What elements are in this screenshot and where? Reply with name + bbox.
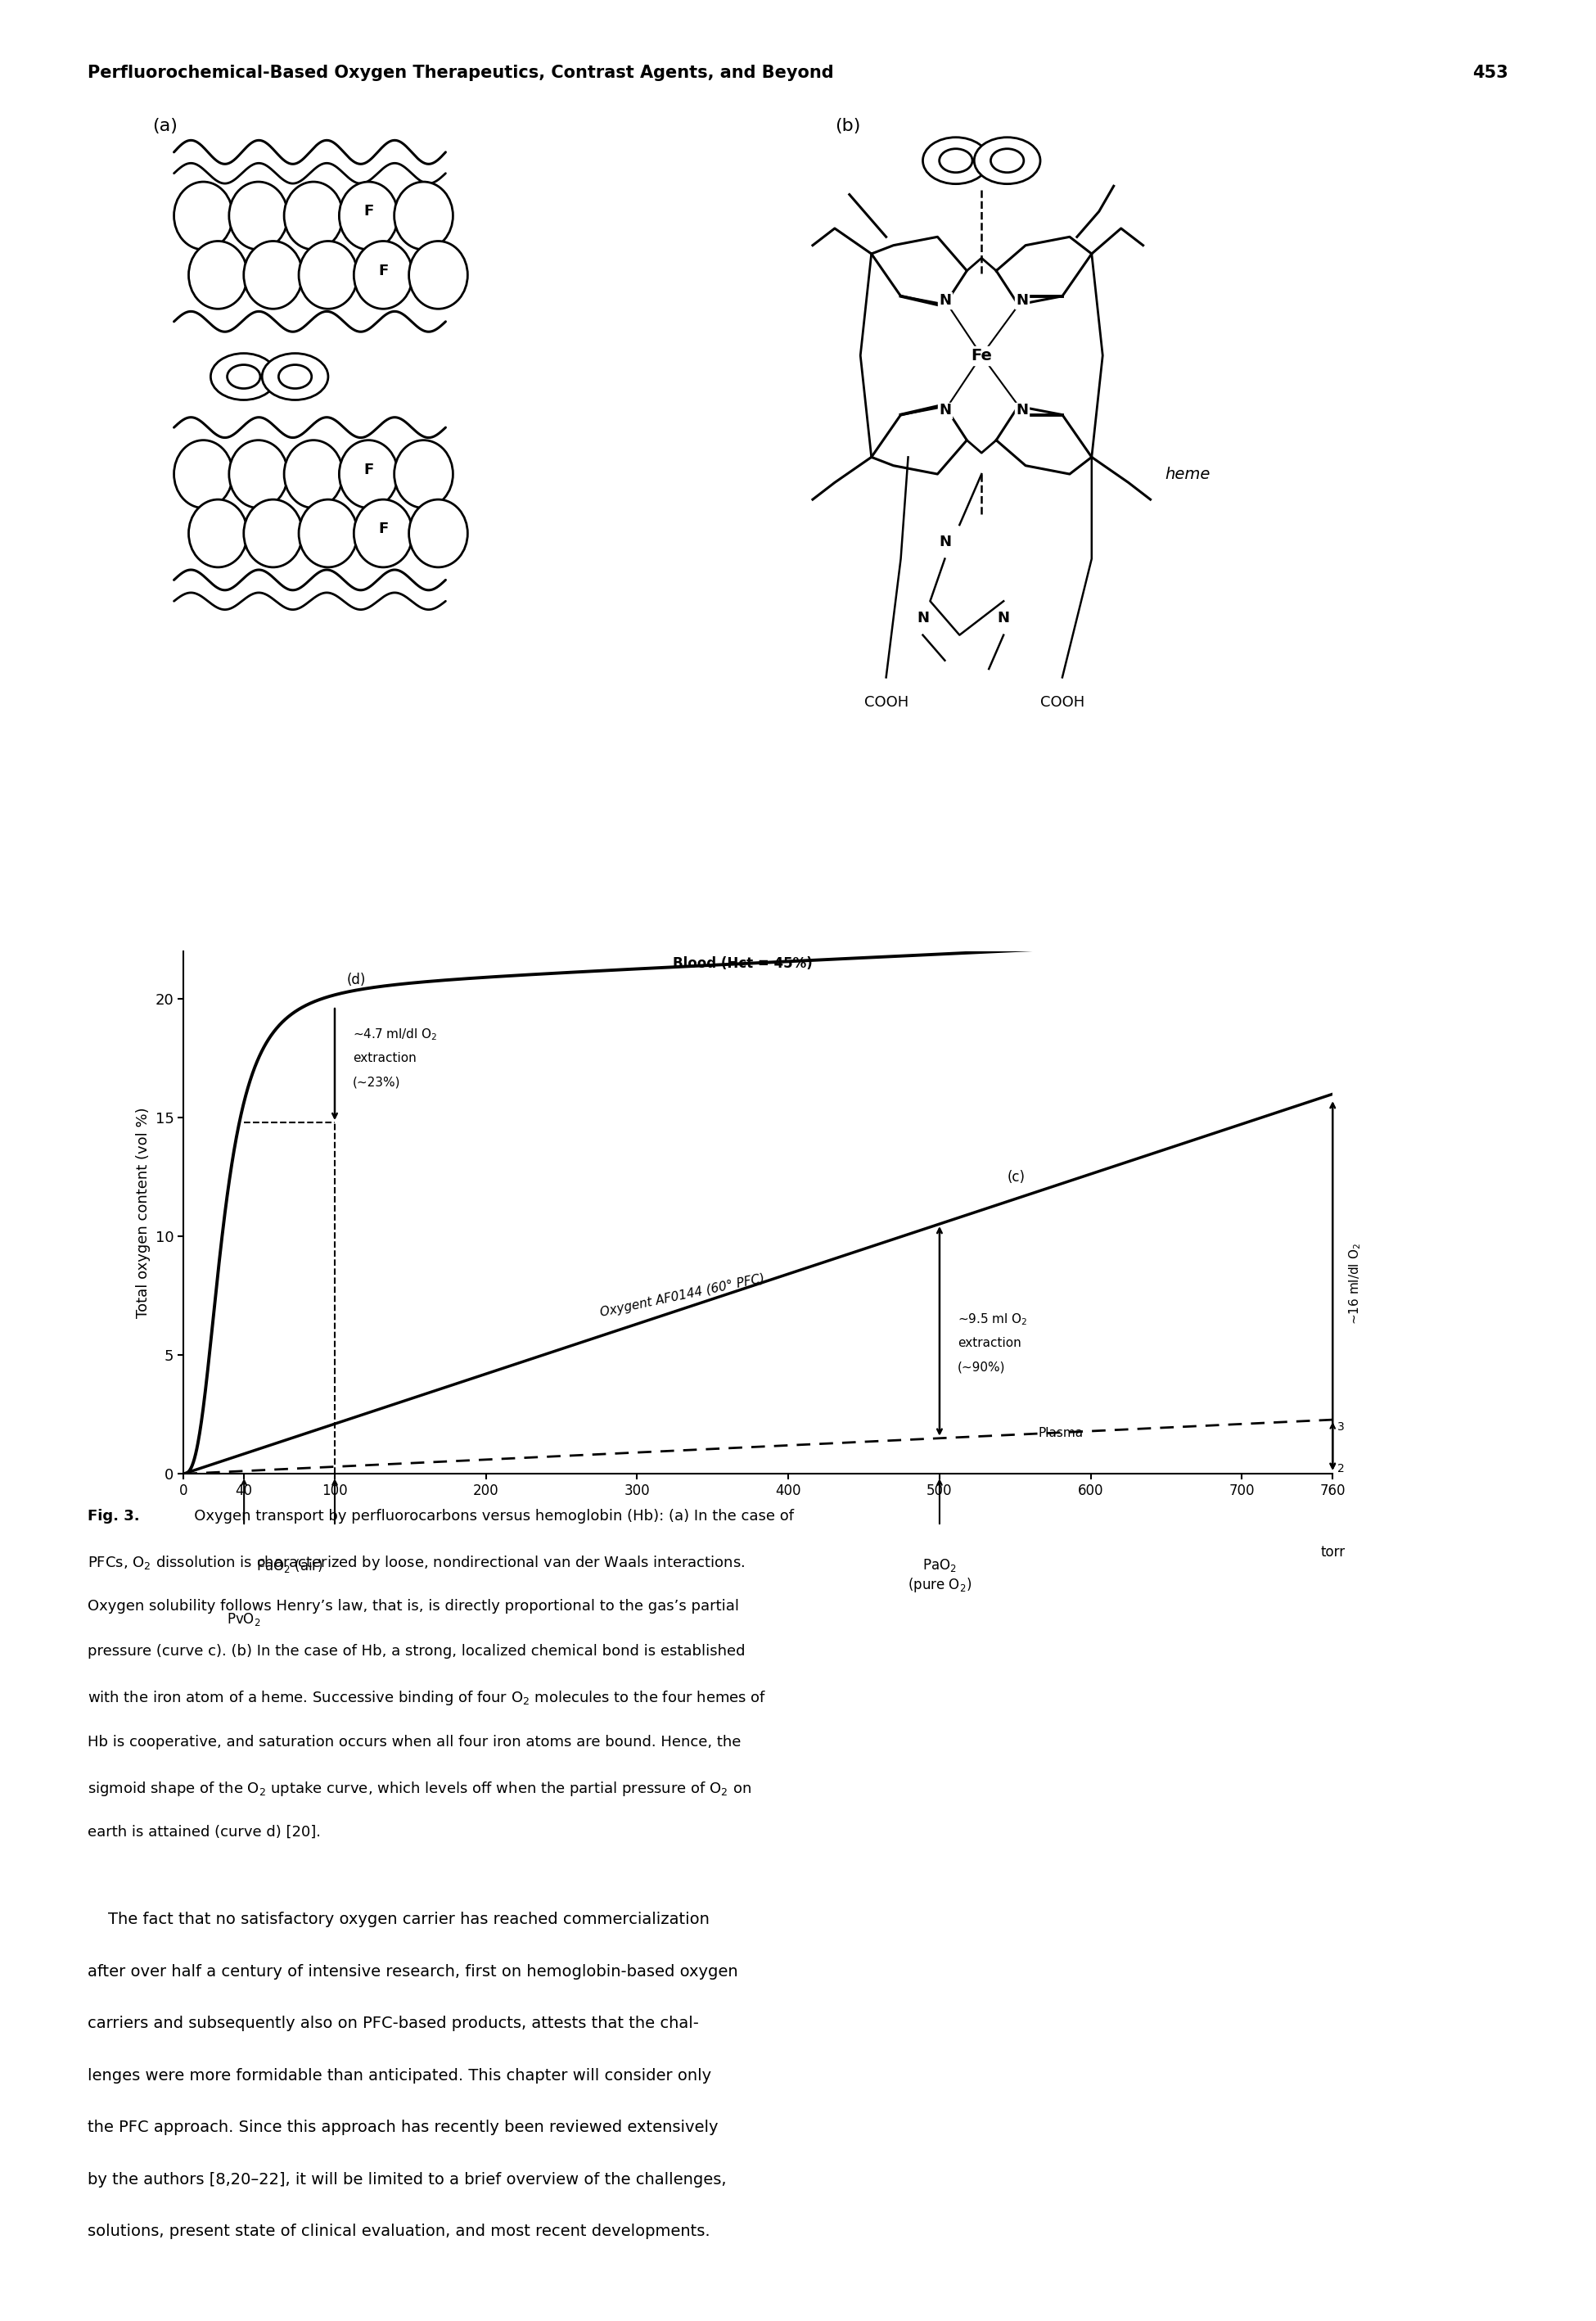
Text: carriers and subsequently also on PFC-based products, attests that the chal-: carriers and subsequently also on PFC-ba… xyxy=(88,2017,699,2031)
Ellipse shape xyxy=(279,364,311,388)
Text: N: N xyxy=(938,534,951,550)
Ellipse shape xyxy=(922,137,990,183)
Text: PvO$_2$: PvO$_2$ xyxy=(227,1611,262,1627)
Text: COOH: COOH xyxy=(863,696,908,710)
Circle shape xyxy=(174,181,233,251)
Circle shape xyxy=(230,181,287,251)
Text: lenges were more formidable than anticipated. This chapter will consider only: lenges were more formidable than anticip… xyxy=(88,2068,712,2084)
Text: sigmoid shape of the O$_2$ uptake curve, which levels off when the partial press: sigmoid shape of the O$_2$ uptake curve,… xyxy=(88,1780,752,1799)
Text: N: N xyxy=(998,610,1010,624)
Text: after over half a century of intensive research, first on hemoglobin-based oxyge: after over half a century of intensive r… xyxy=(88,1964,737,1980)
Ellipse shape xyxy=(940,149,972,172)
Text: N: N xyxy=(1015,404,1028,418)
Circle shape xyxy=(244,241,303,309)
Ellipse shape xyxy=(211,353,276,399)
Text: PaO$_2$ (air): PaO$_2$ (air) xyxy=(255,1557,322,1574)
Text: ~4.7 ml/dl O$_2$: ~4.7 ml/dl O$_2$ xyxy=(353,1026,437,1042)
Text: F: F xyxy=(378,262,388,279)
Ellipse shape xyxy=(262,353,329,399)
Text: 3: 3 xyxy=(1337,1420,1344,1432)
Text: N: N xyxy=(938,404,951,418)
Text: the PFC approach. Since this approach has recently been reviewed extensively: the PFC approach. Since this approach ha… xyxy=(88,2119,718,2135)
Ellipse shape xyxy=(991,149,1023,172)
Circle shape xyxy=(284,181,343,251)
Text: extraction: extraction xyxy=(958,1337,1021,1349)
Ellipse shape xyxy=(974,137,1041,183)
Text: PFCs, O$_2$ dissolution is characterized by loose, nondirectional van der Waals : PFCs, O$_2$ dissolution is characterized… xyxy=(88,1553,745,1571)
Circle shape xyxy=(244,499,303,566)
Text: Plasma: Plasma xyxy=(1037,1427,1084,1439)
Text: The fact that no satisfactory oxygen carrier has reached commercialization: The fact that no satisfactory oxygen car… xyxy=(88,1913,710,1926)
Text: solutions, present state of clinical evaluation, and most recent developments.: solutions, present state of clinical eva… xyxy=(88,2224,710,2240)
Text: torr: torr xyxy=(1320,1546,1345,1560)
Circle shape xyxy=(354,241,412,309)
Text: Fig. 3.: Fig. 3. xyxy=(88,1509,140,1523)
Text: Oxygen transport by perfluorocarbons versus hemoglobin (Hb): (a) In the case of: Oxygen transport by perfluorocarbons ver… xyxy=(180,1509,793,1523)
Text: (~23%): (~23%) xyxy=(353,1077,401,1089)
Circle shape xyxy=(230,441,287,508)
Text: pressure (curve c). (b) In the case of Hb, a strong, localized chemical bond is : pressure (curve c). (b) In the case of H… xyxy=(88,1643,745,1660)
Text: Oxygen solubility follows Henry’s law, that is, is directly proportional to the : Oxygen solubility follows Henry’s law, t… xyxy=(88,1599,739,1613)
Text: (b): (b) xyxy=(835,118,860,135)
Text: heme: heme xyxy=(1165,467,1210,483)
Text: ~16 ml/dl O$_2$: ~16 ml/dl O$_2$ xyxy=(1347,1244,1363,1325)
Text: F: F xyxy=(364,204,373,218)
Text: F: F xyxy=(364,462,373,478)
Text: PaO$_2$
(pure O$_2$): PaO$_2$ (pure O$_2$) xyxy=(908,1557,972,1595)
Circle shape xyxy=(340,181,397,251)
Text: (d): (d) xyxy=(346,972,365,986)
Circle shape xyxy=(394,441,453,508)
Circle shape xyxy=(409,241,468,309)
Text: earth is attained (curve d) [20].: earth is attained (curve d) [20]. xyxy=(88,1824,321,1841)
Circle shape xyxy=(284,441,343,508)
Text: Hb is cooperative, and saturation occurs when all four iron atoms are bound. Hen: Hb is cooperative, and saturation occurs… xyxy=(88,1734,741,1750)
Circle shape xyxy=(188,241,247,309)
Circle shape xyxy=(298,241,358,309)
Text: Perfluorochemical-Based Oxygen Therapeutics, Contrast Agents, and Beyond: Perfluorochemical-Based Oxygen Therapeut… xyxy=(88,65,833,81)
Y-axis label: Total oxygen content (vol %): Total oxygen content (vol %) xyxy=(136,1107,150,1318)
Text: F: F xyxy=(378,522,388,536)
Circle shape xyxy=(174,441,233,508)
Text: (a): (a) xyxy=(152,118,177,135)
Text: N: N xyxy=(1015,292,1028,309)
Text: COOH: COOH xyxy=(1041,696,1085,710)
Text: ~9.5 ml O$_2$: ~9.5 ml O$_2$ xyxy=(958,1311,1028,1328)
Circle shape xyxy=(394,181,453,251)
Text: extraction: extraction xyxy=(353,1051,417,1065)
Circle shape xyxy=(409,499,468,566)
Text: (~90%): (~90%) xyxy=(958,1360,1005,1374)
Text: (c): (c) xyxy=(1007,1170,1026,1184)
Text: N: N xyxy=(916,610,929,624)
Text: N: N xyxy=(938,292,951,309)
Circle shape xyxy=(340,441,397,508)
Text: 453: 453 xyxy=(1473,65,1508,81)
Text: Oxygent AF0144 (60° PFC): Oxygent AF0144 (60° PFC) xyxy=(598,1272,766,1318)
Circle shape xyxy=(298,499,358,566)
Circle shape xyxy=(188,499,247,566)
Circle shape xyxy=(354,499,412,566)
Text: with the iron atom of a heme. Successive binding of four O$_2$ molecules to the : with the iron atom of a heme. Successive… xyxy=(88,1690,766,1708)
Text: Fe: Fe xyxy=(970,348,993,364)
Text: 2: 2 xyxy=(1337,1462,1344,1474)
Ellipse shape xyxy=(227,364,260,388)
Text: Blood (Hct = 45%): Blood (Hct = 45%) xyxy=(674,956,812,970)
Text: by the authors [8,20–22], it will be limited to a brief overview of the challeng: by the authors [8,20–22], it will be lim… xyxy=(88,2172,726,2186)
